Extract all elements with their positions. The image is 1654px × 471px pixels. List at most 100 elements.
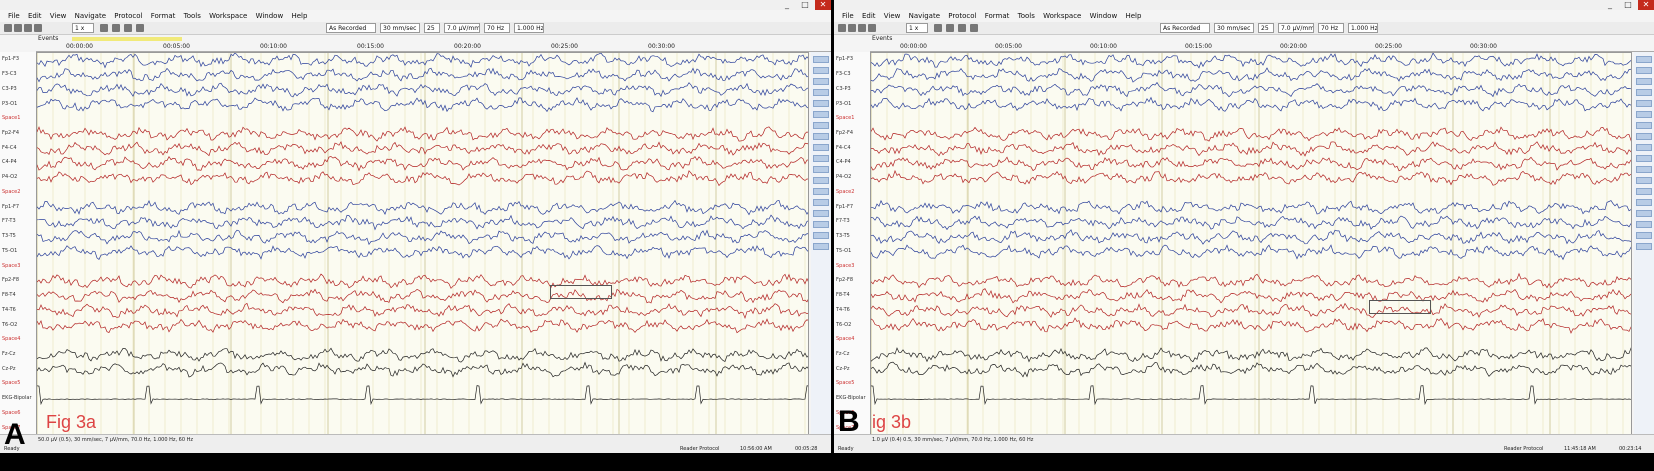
events-bar[interactable] [72, 37, 182, 41]
side-button[interactable] [813, 111, 829, 118]
filter-icon[interactable] [958, 24, 966, 32]
menu-edit[interactable]: Edit [861, 12, 876, 20]
channel-label[interactable]: Space3 [836, 262, 855, 269]
side-button[interactable] [813, 144, 829, 151]
side-button[interactable] [813, 78, 829, 85]
menu-help[interactable]: Help [291, 12, 308, 20]
channel-label[interactable]: T5-O1 [836, 247, 852, 254]
side-button[interactable] [813, 199, 829, 206]
menu-view[interactable]: View [49, 12, 67, 20]
channel-label[interactable]: C4-P4 [836, 159, 851, 166]
side-button[interactable] [1636, 56, 1652, 63]
channel-label[interactable]: Cz-Pz [836, 365, 850, 372]
side-button[interactable] [813, 67, 829, 74]
channel-label[interactable]: Fp2-F4 [836, 130, 854, 137]
pause-icon[interactable] [934, 24, 942, 32]
zoom-icon[interactable] [970, 24, 978, 32]
channel-label[interactable]: Space3 [2, 262, 21, 269]
channel-label[interactable]: T5-O1 [2, 247, 18, 254]
side-button[interactable] [1636, 199, 1652, 206]
side-button[interactable] [1636, 100, 1652, 107]
save-icon[interactable] [14, 24, 22, 32]
side-button[interactable] [813, 56, 829, 63]
channel-label[interactable]: EKG-Bipolar [836, 395, 866, 402]
channel-label[interactable]: Fp1-F3 [2, 56, 20, 63]
close-icon[interactable]: ✕ [815, 0, 831, 10]
channel-label[interactable]: T6-O2 [2, 321, 18, 328]
save-icon[interactable] [848, 24, 856, 32]
channel-label[interactable]: Space6 [836, 409, 855, 416]
side-button[interactable] [1636, 155, 1652, 162]
play-icon[interactable] [868, 24, 876, 32]
channel-label[interactable]: Fz-Cz [2, 350, 16, 357]
channel-label[interactable]: F4-C4 [2, 144, 17, 151]
side-button[interactable] [813, 188, 829, 195]
channel-label[interactable]: F7-T3 [2, 218, 16, 225]
stop-icon[interactable] [112, 24, 120, 32]
side-button[interactable] [813, 221, 829, 228]
speed-select[interactable]: 1 x [906, 23, 928, 33]
channels-select[interactable]: 25 [1258, 23, 1274, 33]
channel-label[interactable]: F3-C3 [2, 71, 17, 78]
channel-label[interactable]: P4-O2 [2, 174, 18, 181]
channel-label[interactable]: Fp2-F8 [2, 277, 20, 284]
channel-label[interactable]: Fp1-F7 [2, 203, 20, 210]
menu-format[interactable]: Format [150, 12, 176, 20]
side-button[interactable] [1636, 188, 1652, 195]
lowpass-select[interactable]: 70 Hz [1318, 23, 1344, 33]
side-button[interactable] [1636, 89, 1652, 96]
side-button[interactable] [813, 243, 829, 250]
channel-label[interactable]: Space6 [2, 409, 21, 416]
channel-label[interactable]: Space7 [836, 424, 855, 431]
side-button[interactable] [1636, 111, 1652, 118]
menu-protocol[interactable]: Protocol [948, 12, 977, 20]
eeg-plot[interactable] [36, 52, 809, 435]
side-button[interactable] [1636, 177, 1652, 184]
channel-label[interactable]: Space4 [836, 336, 855, 343]
menu-workspace[interactable]: Workspace [209, 12, 248, 20]
channel-label[interactable]: EKG-Bipolar [2, 395, 32, 402]
montage-select[interactable]: As Recorded [326, 23, 376, 33]
side-button[interactable] [1636, 67, 1652, 74]
channel-label[interactable]: Space1 [2, 115, 21, 122]
channel-label[interactable]: F7-T3 [836, 218, 850, 225]
play-icon[interactable] [34, 24, 42, 32]
channel-label[interactable]: C3-P3 [836, 85, 851, 92]
file-icon[interactable] [838, 24, 846, 32]
menu-tools[interactable]: Tools [183, 12, 201, 20]
menu-window[interactable]: Window [255, 12, 284, 20]
channel-label[interactable]: Fp2-F4 [2, 130, 20, 137]
side-button[interactable] [813, 100, 829, 107]
minimize-icon[interactable]: _ [785, 0, 789, 9]
channel-label[interactable]: Cz-Pz [2, 365, 16, 372]
channel-label[interactable]: Fp1-F7 [836, 203, 854, 210]
close-icon[interactable]: ✕ [1638, 0, 1654, 10]
side-button[interactable] [813, 122, 829, 129]
channel-label[interactable]: Space1 [836, 115, 855, 122]
side-button[interactable] [1636, 243, 1652, 250]
side-button[interactable] [813, 155, 829, 162]
filter-icon[interactable] [124, 24, 132, 32]
channel-label[interactable]: T3-T5 [2, 233, 16, 240]
channel-label[interactable]: T6-O2 [836, 321, 852, 328]
channel-label[interactable]: C3-P3 [2, 85, 17, 92]
channel-label[interactable]: Fz-Cz [836, 350, 850, 357]
menu-navigate[interactable]: Navigate [908, 12, 941, 20]
side-button[interactable] [813, 210, 829, 217]
side-button[interactable] [1636, 232, 1652, 239]
highpass-select[interactable]: 1.000 Hz [514, 23, 544, 33]
side-button[interactable] [813, 89, 829, 96]
menu-tools[interactable]: Tools [1017, 12, 1035, 20]
channel-label[interactable]: F4-C4 [836, 144, 851, 151]
menu-help[interactable]: Help [1125, 12, 1142, 20]
channel-label[interactable]: P4-O2 [836, 174, 852, 181]
menu-protocol[interactable]: Protocol [114, 12, 143, 20]
channel-label[interactable]: F3-C3 [836, 71, 851, 78]
sensitivity-select[interactable]: 7.0 µV/mm [1278, 23, 1314, 33]
side-button[interactable] [1636, 166, 1652, 173]
channel-label[interactable]: Fp1-F3 [836, 56, 854, 63]
side-button[interactable] [1636, 144, 1652, 151]
channel-label[interactable]: Space5 [2, 380, 21, 387]
menu-format[interactable]: Format [984, 12, 1010, 20]
highpass-select[interactable]: 1.000 Hz [1348, 23, 1378, 33]
